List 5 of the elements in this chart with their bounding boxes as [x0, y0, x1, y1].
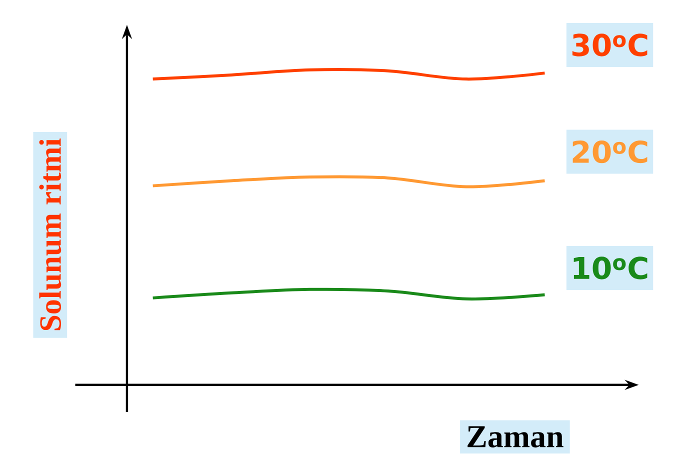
series-label: 30$^{o}$C — [572, 34, 648, 56]
series-label: 10$^{o}$C — [574, 256, 648, 280]
x-axis-title: Zaman — [468, 426, 564, 448]
series-label: 20$^{o}$C — [572, 140, 648, 164]
y-axis-title: Solunum ritmi — [39, 138, 62, 330]
